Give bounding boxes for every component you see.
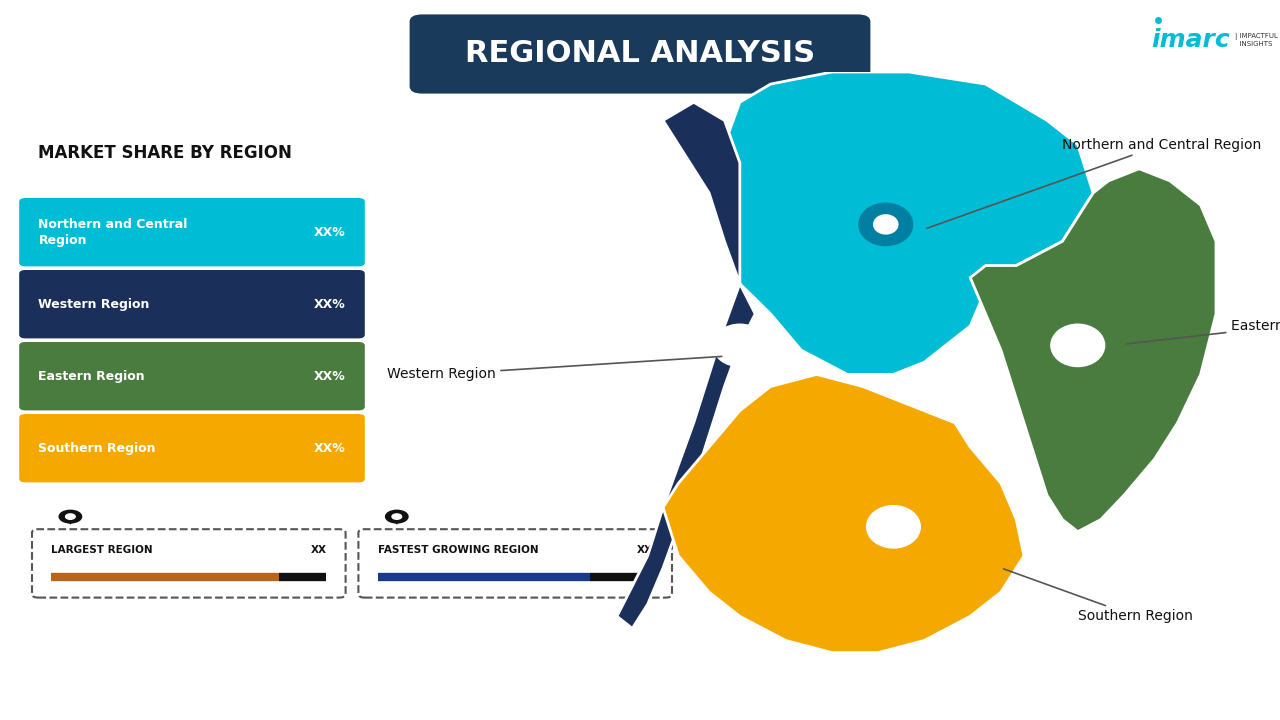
Polygon shape bbox=[717, 72, 1093, 374]
FancyBboxPatch shape bbox=[19, 342, 365, 410]
Circle shape bbox=[859, 203, 913, 246]
Polygon shape bbox=[617, 102, 755, 629]
Circle shape bbox=[385, 510, 408, 523]
Text: Western Region: Western Region bbox=[387, 356, 722, 382]
Circle shape bbox=[882, 517, 905, 536]
FancyBboxPatch shape bbox=[32, 529, 346, 598]
Circle shape bbox=[65, 514, 76, 519]
Polygon shape bbox=[64, 516, 77, 525]
Circle shape bbox=[728, 336, 751, 355]
Text: | IMPACTFUL
  INSIGHTS: | IMPACTFUL INSIGHTS bbox=[1235, 32, 1277, 47]
Polygon shape bbox=[1062, 346, 1093, 366]
Text: Western Region: Western Region bbox=[38, 297, 150, 311]
Text: XX%: XX% bbox=[314, 441, 346, 455]
Text: XX%: XX% bbox=[314, 225, 346, 239]
Text: REGIONAL ANALYSIS: REGIONAL ANALYSIS bbox=[465, 40, 815, 68]
Text: XX: XX bbox=[637, 545, 653, 555]
Circle shape bbox=[59, 510, 82, 523]
Text: XX%: XX% bbox=[314, 369, 346, 383]
Polygon shape bbox=[878, 527, 909, 548]
Circle shape bbox=[874, 215, 897, 234]
Text: Northern and Central Region: Northern and Central Region bbox=[927, 138, 1262, 228]
Text: Eastern Region: Eastern Region bbox=[38, 369, 145, 383]
Polygon shape bbox=[724, 346, 755, 366]
Text: Southern Region: Southern Region bbox=[38, 441, 156, 455]
Text: FASTEST GROWING REGION: FASTEST GROWING REGION bbox=[378, 545, 538, 555]
Circle shape bbox=[1066, 336, 1089, 355]
Polygon shape bbox=[390, 516, 403, 525]
FancyBboxPatch shape bbox=[19, 414, 365, 482]
Circle shape bbox=[392, 514, 402, 519]
Polygon shape bbox=[970, 168, 1216, 531]
Text: MARKET SHARE BY REGION: MARKET SHARE BY REGION bbox=[38, 144, 292, 162]
Text: XX%: XX% bbox=[314, 297, 346, 311]
FancyBboxPatch shape bbox=[19, 198, 365, 266]
Circle shape bbox=[713, 324, 767, 366]
Text: imarc: imarc bbox=[1151, 27, 1230, 52]
Circle shape bbox=[867, 505, 920, 548]
Text: Eastern Region: Eastern Region bbox=[1126, 319, 1280, 344]
FancyBboxPatch shape bbox=[358, 529, 672, 598]
Polygon shape bbox=[870, 225, 901, 246]
Text: XX: XX bbox=[310, 545, 326, 555]
FancyBboxPatch shape bbox=[19, 270, 365, 338]
Circle shape bbox=[1051, 324, 1105, 366]
FancyBboxPatch shape bbox=[410, 14, 870, 94]
Polygon shape bbox=[663, 374, 1024, 652]
Text: Southern Region: Southern Region bbox=[1004, 569, 1193, 624]
Text: Northern and Central
Region: Northern and Central Region bbox=[38, 217, 188, 247]
Text: LARGEST REGION: LARGEST REGION bbox=[51, 545, 152, 555]
